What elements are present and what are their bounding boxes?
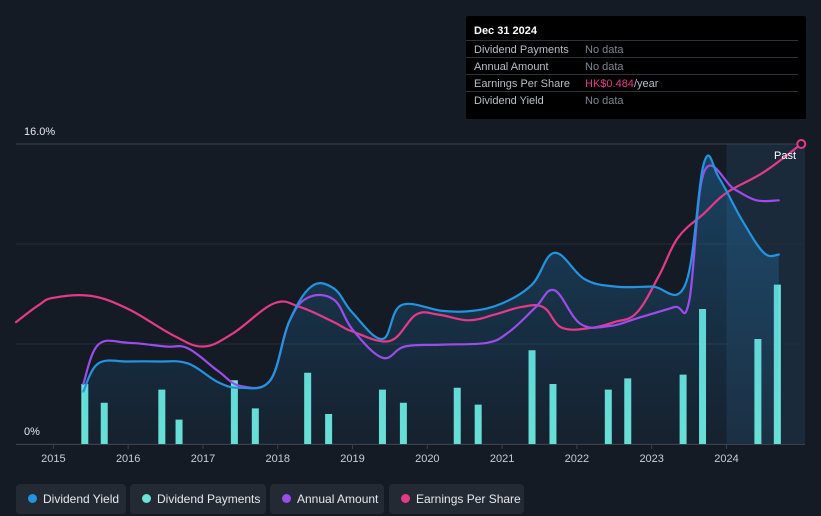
legend-label: Dividend Yield [43,492,120,506]
legend-dot [142,494,151,503]
x-tick-label: 2017 [191,453,215,465]
eps-end-marker[interactable] [796,139,807,149]
legend-item-earnings-per-share[interactable]: Earnings Per Share [389,484,524,514]
earnings-per-share-line [14,142,803,348]
series-lines [14,142,803,393]
tooltip-label: Earnings Per Share [474,78,570,90]
tooltip-label: Dividend Yield [474,95,544,107]
data-tooltip: Dec 31 2024 Dividend Payments No data An… [466,16,806,119]
tooltip-label: Annual Amount [474,61,549,73]
tooltip-value: HK$0.484/year [585,78,658,90]
tooltip-value: No data [585,44,624,56]
dividend-yield-area [83,155,779,444]
x-tick-label: 2018 [266,453,290,465]
tooltip-row-earnings-per-share: Earnings Per Share HK$0.484/year [466,74,798,92]
tooltip-row-dividend-yield: Dividend Yield No data [466,91,798,109]
y-axis-min-label: 0% [24,426,40,438]
x-tick-label: 2021 [490,453,514,465]
x-tick-label: 2020 [415,453,439,465]
legend-item-annual-amount[interactable]: Annual Amount [270,484,384,514]
legend-dot [282,494,291,503]
legend-item-dividend-yield[interactable]: Dividend Yield [16,484,126,514]
tooltip-row-annual-amount: Annual Amount No data [466,57,798,75]
past-label: Past [774,150,797,162]
x-axis-ticks: 2015 2016 2017 2018 2019 2020 2021 2022 2023 2024 [41,444,739,465]
x-tick-label: 2015 [41,453,65,465]
tooltip-value: No data [585,95,624,107]
legend-dot [28,494,37,503]
tooltip-value: No data [585,61,624,73]
eps-value: HK$0.484 [585,78,634,90]
annual-amount-line [82,164,780,390]
legend-label: Earnings Per Share [416,492,521,506]
x-tick-label: 2023 [639,453,663,465]
x-tick-label: 2019 [340,453,364,465]
eps-unit: /year [633,78,659,90]
dividend-yield-line [82,154,780,393]
x-tick-label: 2016 [116,453,140,465]
y-axis-max-label: 16.0% [24,126,56,138]
x-tick-label: 2024 [714,453,738,465]
tooltip-row-dividend-payments: Dividend Payments No data [466,40,798,58]
legend-item-dividend-payments[interactable]: Dividend Payments [130,484,266,514]
legend-dot [401,494,410,503]
tooltip-label: Dividend Payments [474,44,569,56]
x-tick-label: 2022 [565,453,589,465]
legend-label: Dividend Payments [157,492,261,506]
tooltip-date: Dec 31 2024 [474,25,537,37]
legend-label: Annual Amount [297,492,379,506]
